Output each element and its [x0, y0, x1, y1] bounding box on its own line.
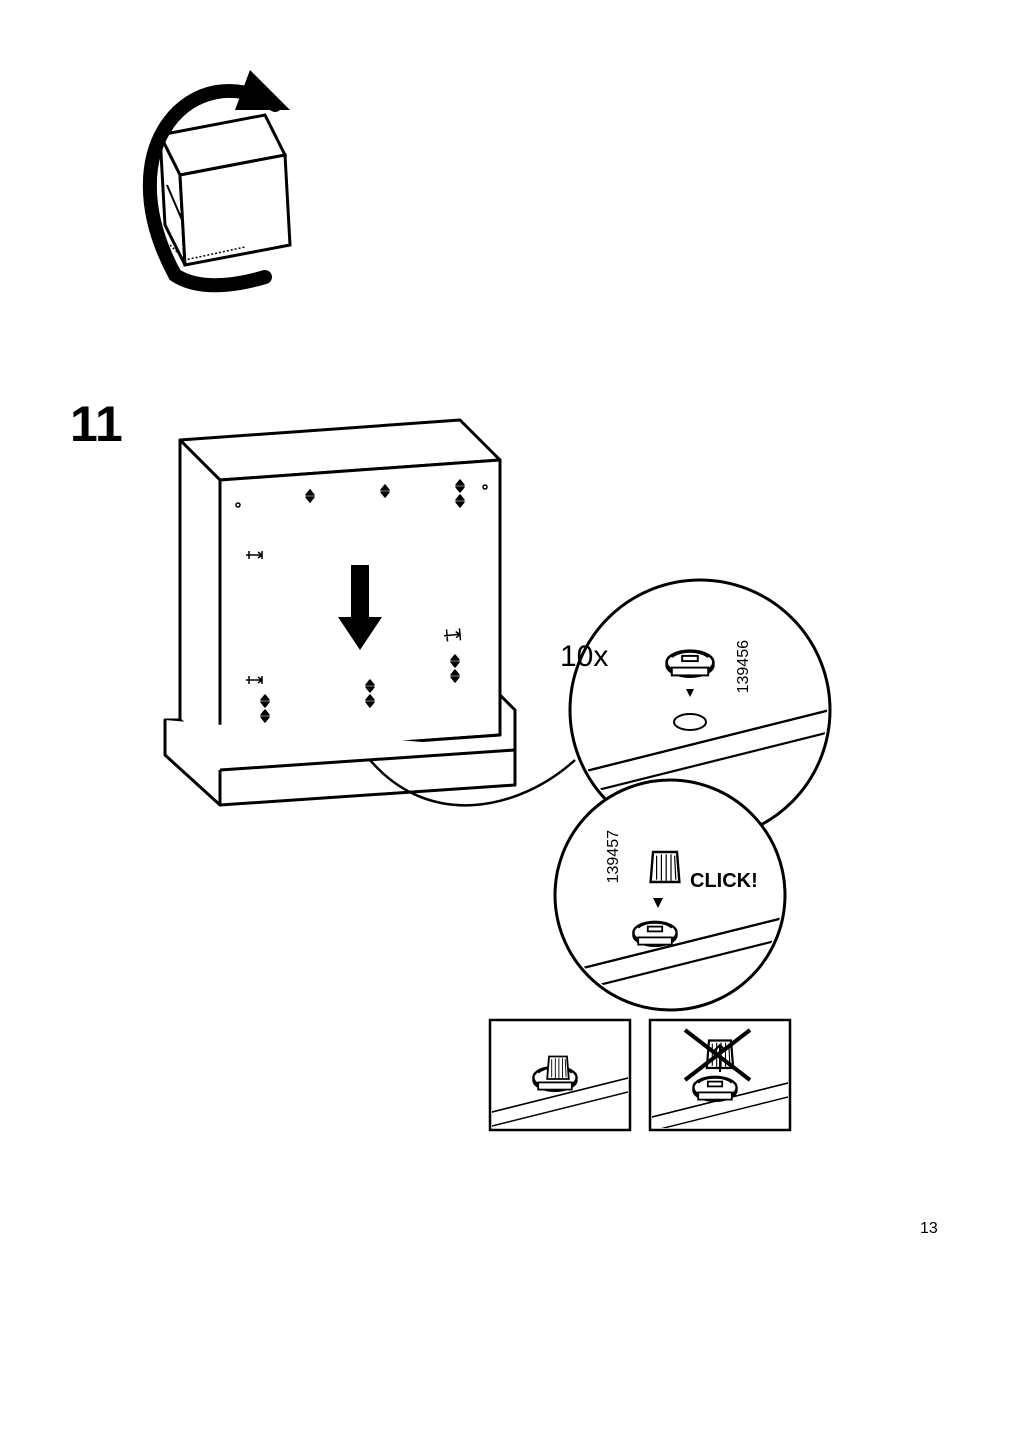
- wrong-box: [636, 1020, 804, 1135]
- part-number-wedge: 139457: [605, 830, 623, 883]
- correct-box: [476, 1020, 644, 1130]
- part-number-camlock: 139456: [735, 640, 753, 693]
- instruction-page: 11 10x 139456 139457 CLICK! 13: [0, 0, 1012, 1432]
- orientation-icon: [150, 70, 290, 285]
- cabinet-main: [165, 420, 515, 805]
- step-number: 11: [70, 395, 123, 453]
- page-number: 13: [920, 1220, 938, 1238]
- illustration-layer: [0, 0, 1012, 1432]
- click-label: CLICK!: [690, 870, 758, 893]
- part-quantity: 10x: [560, 640, 608, 674]
